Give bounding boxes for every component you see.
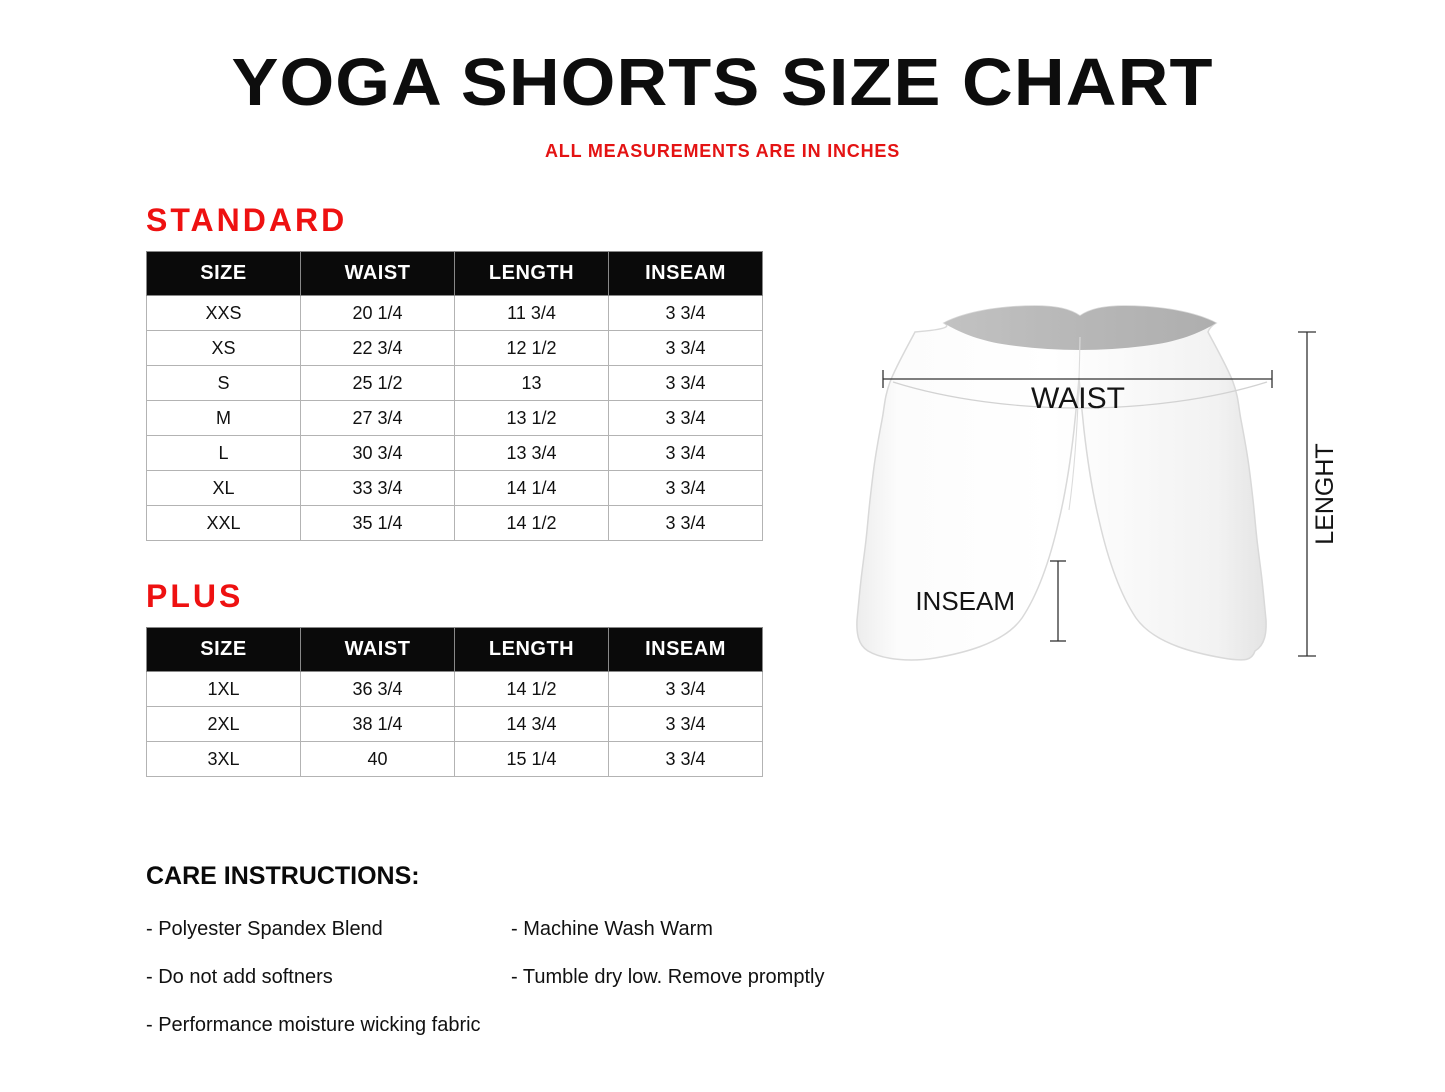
svg-text:INSEAM: INSEAM [915, 586, 1015, 616]
svg-text:LENGHT: LENGHT [1311, 443, 1339, 544]
svg-text:WAIST: WAIST [1031, 382, 1125, 415]
